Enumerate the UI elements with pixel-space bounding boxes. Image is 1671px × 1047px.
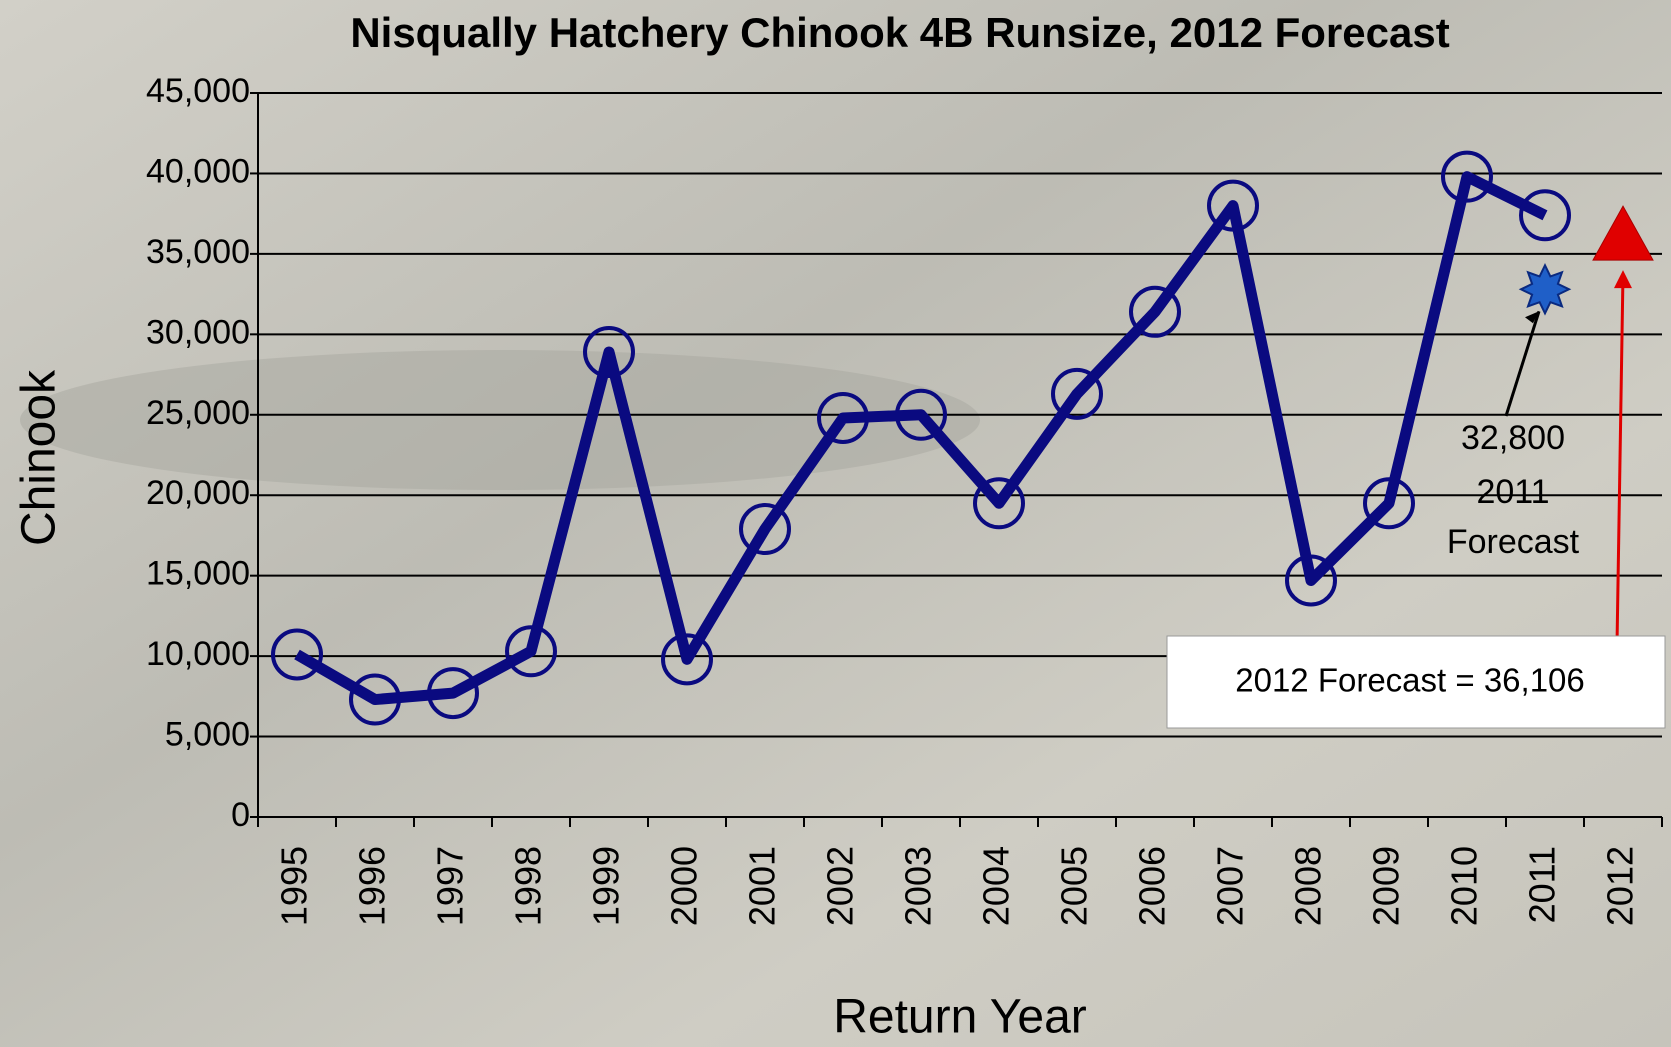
y-tick-label: 20,000	[146, 474, 250, 512]
y-tick-label: 0	[231, 796, 250, 834]
y-axis-label: Chinook	[13, 369, 66, 546]
x-tick-label: 2002	[820, 846, 861, 926]
x-tick-label: 1995	[274, 846, 315, 926]
y-tick-label: 15,000	[146, 555, 250, 593]
x-axis-label: Return Year	[833, 991, 1087, 1044]
x-tick-label: 2009	[1366, 846, 1407, 926]
x-tick-label: 2010	[1444, 846, 1485, 926]
x-tick-label: 2001	[742, 846, 783, 926]
forecast-2011-label: Forecast	[1447, 523, 1580, 561]
x-tick-label: 2012	[1600, 846, 1641, 926]
x-tick-label: 2004	[976, 846, 1017, 926]
x-tick-label: 2006	[1132, 846, 1173, 926]
forecast-2012-label: 2012 Forecast = 36,106	[1235, 662, 1585, 699]
chart-title: Nisqually Hatchery Chinook 4B Runsize, 2…	[350, 9, 1449, 56]
forecast-2011-value: 32,800	[1461, 419, 1565, 457]
x-tick-label: 1996	[352, 846, 393, 926]
x-tick-label: 1999	[586, 846, 627, 926]
x-tick-label: 2005	[1054, 846, 1095, 926]
chart: Nisqually Hatchery Chinook 4B Runsize, 2…	[0, 0, 1671, 1047]
y-tick-label: 10,000	[146, 635, 250, 673]
y-tick-label: 40,000	[146, 152, 250, 190]
y-tick-label: 35,000	[146, 233, 250, 271]
x-tick-label: 1998	[508, 846, 549, 926]
forecast-2011-marker	[1521, 265, 1569, 313]
x-tick-label: 2008	[1288, 846, 1329, 926]
x-tick-label: 2000	[664, 846, 705, 926]
x-tick-label: 1997	[430, 846, 471, 926]
y-tick-label: 5,000	[165, 716, 250, 754]
forecast-2011-label: 2011	[1476, 473, 1549, 511]
y-tick-label: 25,000	[146, 394, 250, 432]
x-tick-label: 2007	[1210, 846, 1251, 926]
y-tick-label: 45,000	[146, 72, 250, 110]
y-tick-label: 30,000	[146, 313, 250, 351]
x-tick-label: 2003	[898, 846, 939, 926]
x-tick-label: 2011	[1522, 846, 1563, 923]
